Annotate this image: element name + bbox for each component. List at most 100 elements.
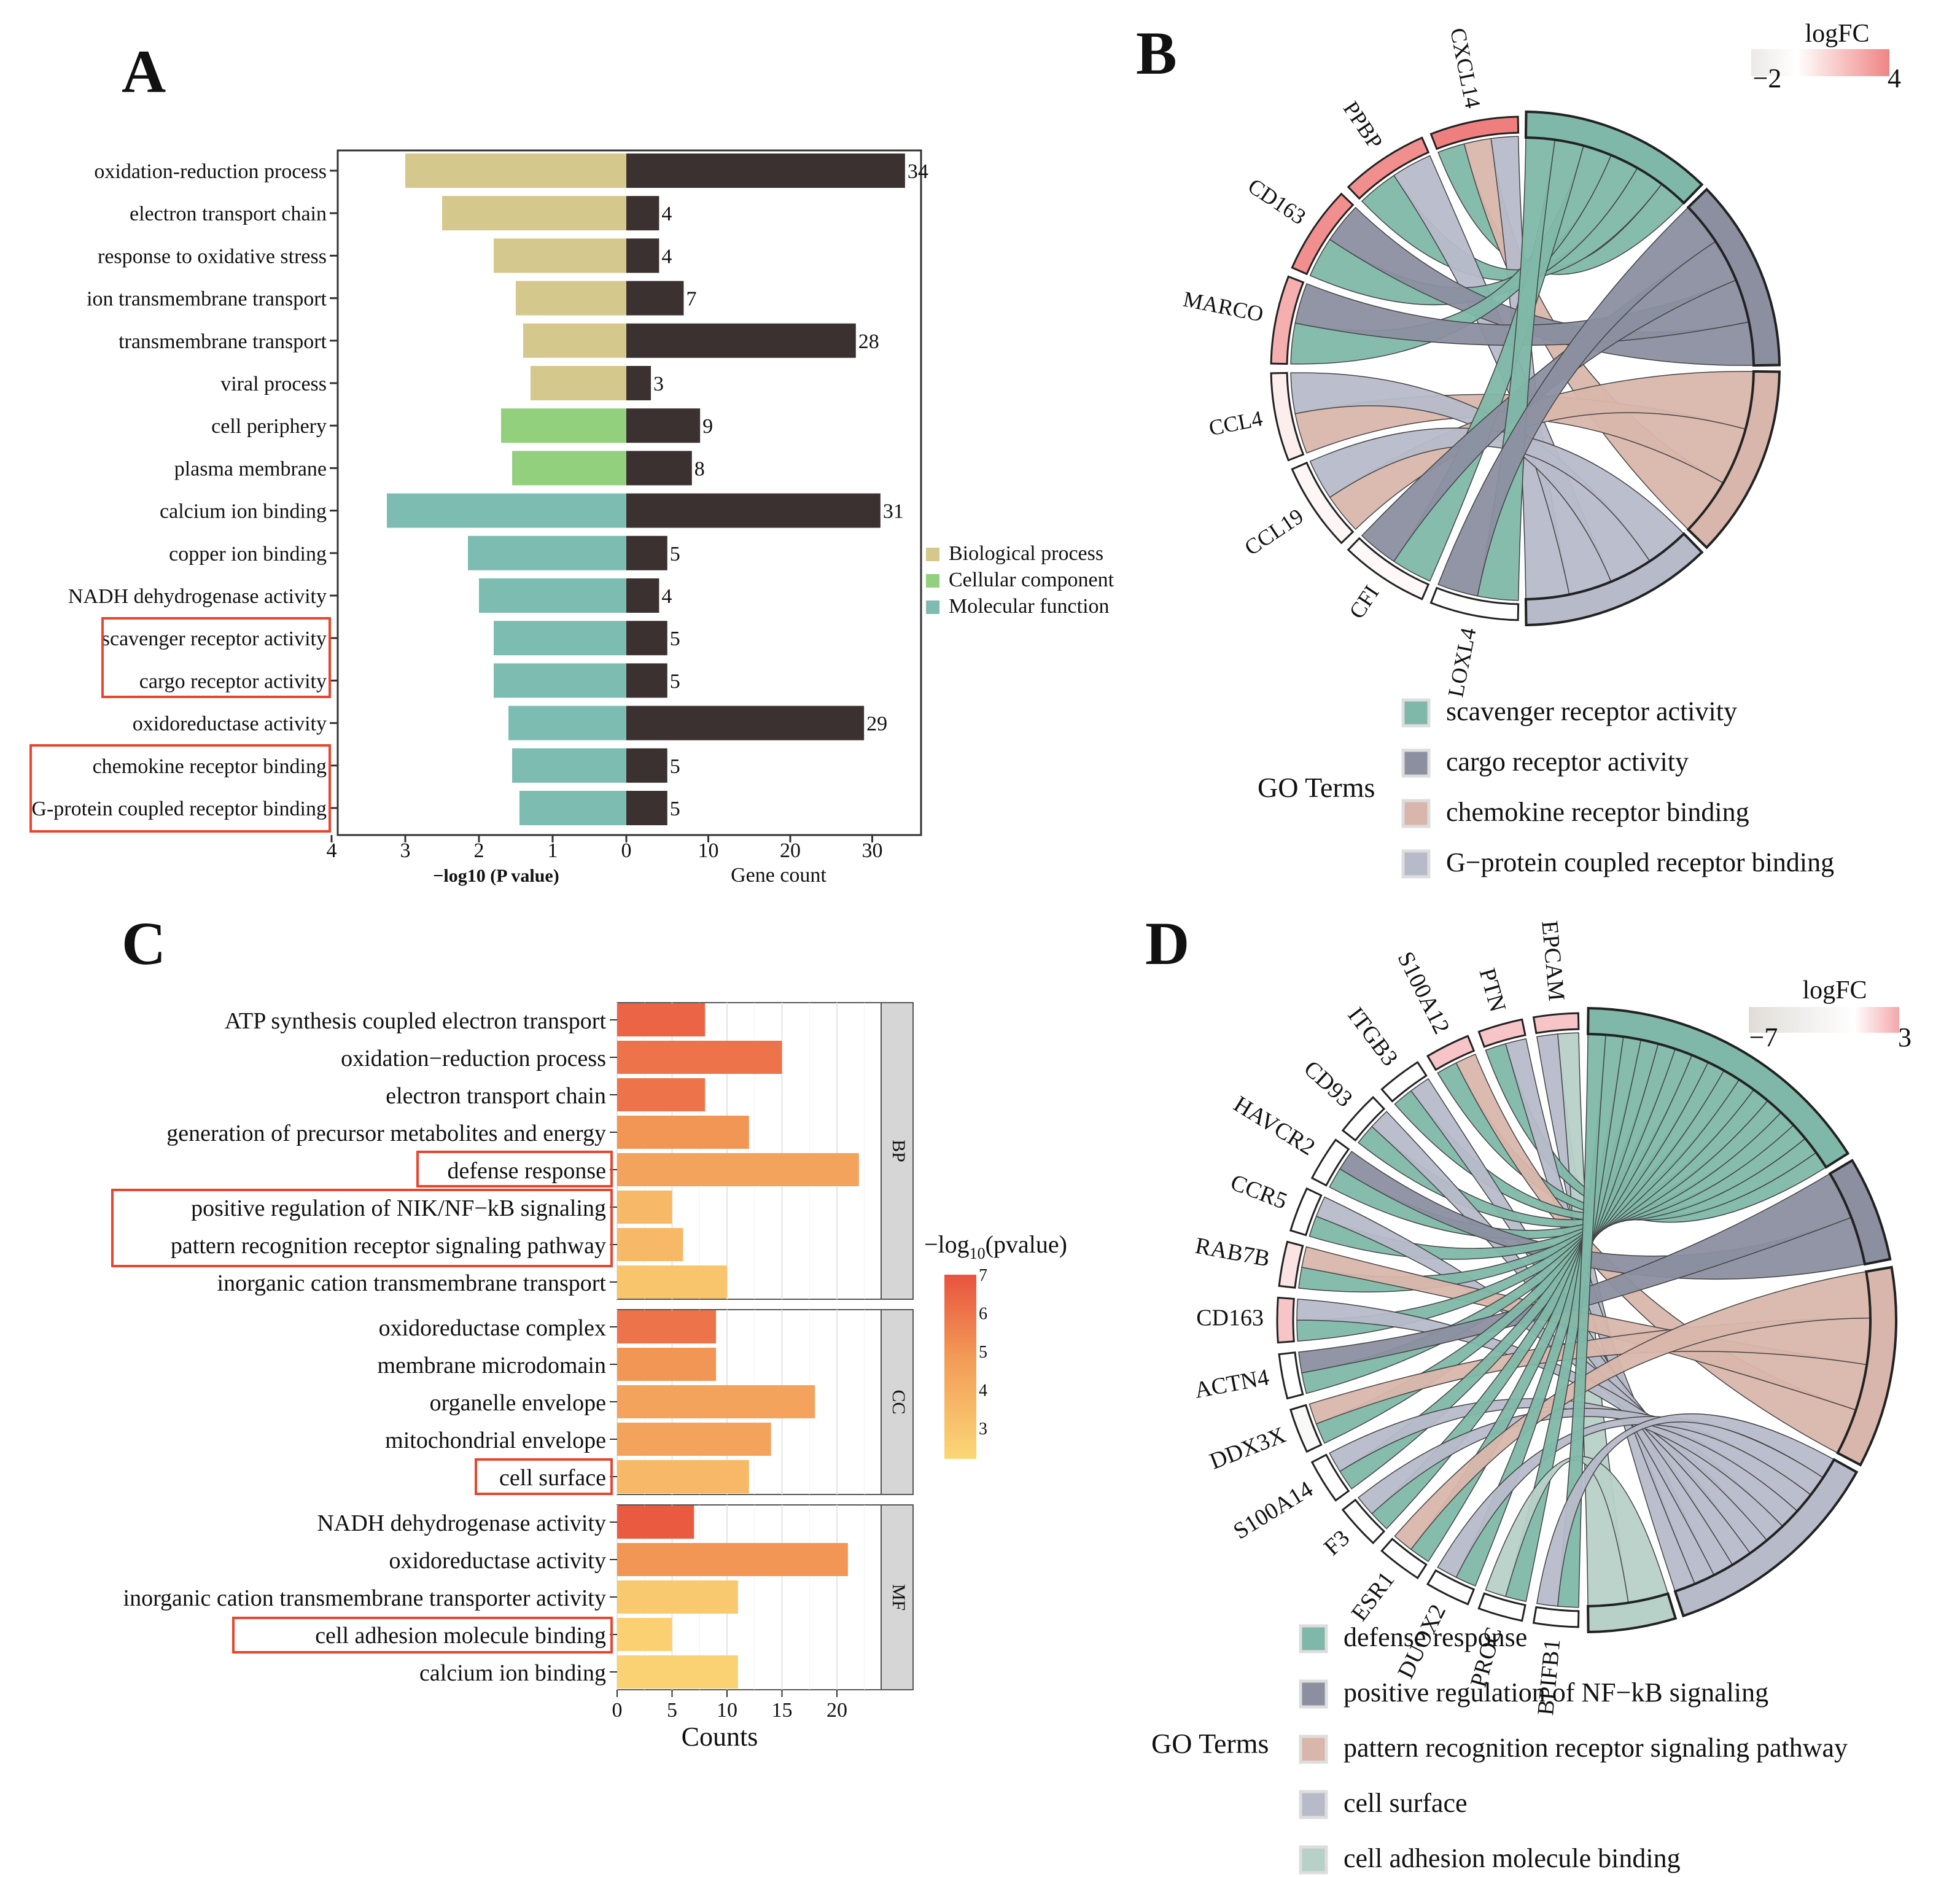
category-label: transmembrane transport: [119, 330, 327, 353]
count-bar: [617, 1618, 672, 1651]
category-label: oxidoreductase activity: [133, 713, 327, 736]
gene-label: CD163: [1243, 173, 1310, 229]
category-label: inorganic cation transmembrane transport…: [123, 1585, 606, 1611]
category-label: cargo receptor activity: [139, 670, 327, 693]
gene-arc: [1426, 1569, 1476, 1606]
panel-b-logfc-gradient: [1751, 49, 1889, 76]
category-label: electron transport chain: [386, 1083, 606, 1109]
legend-swatch: [926, 600, 939, 614]
category-label: cell periphery: [211, 415, 327, 438]
colorbar-tick-label: 6: [979, 1305, 987, 1324]
panel-c-colorbar: −log10(pvalue) 7 6 5 4 3: [924, 1230, 1067, 1459]
pvalue-bar: [523, 323, 626, 358]
term-arc: [1673, 1458, 1859, 1618]
pvalue-bar: [512, 748, 626, 783]
term-arc: [1686, 370, 1781, 550]
legend-label: defense response: [1344, 1622, 1527, 1652]
gene-arc: [1289, 1187, 1323, 1237]
legend-label: Biological process: [949, 542, 1103, 565]
highlight-box: [416, 1151, 613, 1187]
legend-label: scavenger receptor activity: [1446, 696, 1737, 726]
category-label: inorganic cation transmembrane transport: [217, 1270, 607, 1296]
count-bar: [617, 1655, 738, 1689]
facet-strip: [881, 1002, 914, 1300]
gene-arc: [1532, 1606, 1580, 1628]
category-label: calcium ion binding: [160, 500, 327, 523]
pvalue-bar: [494, 663, 626, 698]
pvalue-bar: [531, 366, 626, 400]
panel-a-xlabel-right: Gene count: [731, 864, 826, 887]
legend-title: GO Terms: [1151, 1728, 1269, 1759]
axis-tick-label: 0: [612, 1699, 623, 1722]
gene-arc: [1341, 1095, 1386, 1142]
legend-label: Molecular function: [949, 595, 1110, 618]
gene-count-label: 34: [908, 160, 928, 183]
category-label: ion transmembrane transport: [87, 288, 327, 311]
panel-c-colorbar-gradient: [944, 1275, 976, 1459]
legend-swatch: [1299, 1845, 1328, 1875]
axis-tick-label: 20: [826, 1699, 847, 1722]
count-bar: [617, 1506, 694, 1539]
category-label: electron transport chain: [130, 203, 327, 225]
gene-arc: [1310, 1453, 1350, 1502]
panel-d-logfc-scale: logFC −7 3: [1749, 976, 1911, 1052]
legend-swatch: [1401, 748, 1431, 778]
pvalue-bar: [494, 621, 626, 656]
gene-count-bar: [626, 663, 667, 698]
gene-arc: [1276, 1296, 1295, 1344]
panel-a-legend: Biological process Cellular component Mole…: [926, 542, 1114, 618]
legend-swatch: [1401, 698, 1431, 728]
gene-count-label: 7: [686, 288, 696, 311]
category-label: cell surface: [499, 1465, 606, 1491]
gene-arc: [1532, 1012, 1580, 1035]
panel-a-frame: [336, 149, 922, 836]
count-bar: [617, 1003, 706, 1036]
panel-letter-c: C: [122, 909, 166, 977]
category-label: plasma membrane: [174, 457, 327, 480]
axis-tick-label: 3: [400, 839, 411, 862]
gene-count-bar: [626, 493, 881, 528]
highlight-box: [232, 1617, 613, 1654]
gene-count-bar: [626, 621, 667, 656]
gene-label: HAVCR2: [1229, 1091, 1320, 1160]
gene-count-label: 4: [661, 585, 672, 608]
gene-label: MARCO: [1181, 287, 1266, 327]
gene-arc: [1291, 192, 1355, 276]
facet-strip-label: MF: [889, 1584, 909, 1611]
legend-label: positive regulation of NF−kB signaling: [1344, 1677, 1768, 1708]
category-label: oxidation−reduction process: [341, 1046, 606, 1071]
highlight-box: [29, 744, 331, 833]
gene-arc: [1429, 115, 1520, 150]
axis-tick-label: 2: [474, 839, 484, 862]
legend-label: chemokine receptor binding: [1446, 797, 1749, 827]
pvalue-bar: [479, 578, 626, 613]
category-label: viral process: [220, 373, 327, 395]
category-label: mitochondrial envelope: [385, 1428, 606, 1453]
category-label: organelle envelope: [430, 1390, 606, 1416]
gene-arc: [1270, 275, 1305, 365]
panel-c-colorbar-title: −log10(pvalue): [924, 1230, 1067, 1262]
gene-count-label: 3: [653, 373, 664, 395]
gene-label: CCL19: [1240, 503, 1307, 560]
axis-tick-label: 4: [327, 839, 337, 862]
panel-b-logfc-max: 4: [1888, 63, 1901, 93]
gene-arc: [1429, 586, 1520, 621]
gene-label: ITGB3: [1342, 1003, 1402, 1071]
gene-label: PPBP: [1339, 97, 1388, 154]
term-arc: [1587, 1592, 1678, 1633]
count-bar: [617, 1460, 749, 1493]
gene-label: RAB7B: [1193, 1233, 1272, 1272]
gene-count-bar: [626, 748, 667, 783]
gene-arc: [1347, 136, 1430, 200]
colorbar-tick-label: 7: [979, 1266, 987, 1285]
gene-count-bar: [626, 281, 684, 316]
gene-label: CD93: [1299, 1055, 1357, 1112]
facet-strip: [881, 1309, 914, 1495]
legend-title: GO Terms: [1258, 772, 1375, 803]
count-bar: [617, 1228, 683, 1261]
gene-label: CFI: [1344, 581, 1383, 623]
legend-swatch: [1299, 1624, 1328, 1654]
gene-label: F3: [1319, 1525, 1355, 1561]
gene-count-bar: [626, 535, 667, 570]
axis-tick-label: 1: [548, 839, 558, 862]
